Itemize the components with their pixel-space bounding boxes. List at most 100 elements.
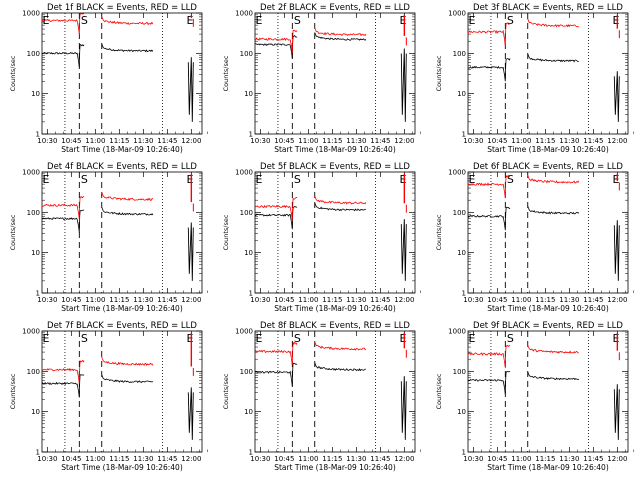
x-tick-label: 11:15 bbox=[322, 296, 342, 304]
series-lld-line bbox=[254, 340, 298, 366]
marker-e: E bbox=[400, 173, 407, 186]
x-tick-label: 12:00 bbox=[394, 455, 414, 463]
y-tick-label: 100 bbox=[453, 209, 466, 217]
y-tick-label: 1000 bbox=[235, 169, 253, 177]
plot-frame bbox=[467, 12, 629, 135]
series-lld-line bbox=[527, 344, 579, 354]
x-tick-label: 11:30 bbox=[346, 137, 366, 145]
series-events-line bbox=[527, 205, 580, 215]
series-events-spike bbox=[187, 57, 194, 122]
series-events-spike bbox=[400, 219, 407, 281]
x-tick-label: 11:00 bbox=[85, 137, 105, 145]
marker-s: S bbox=[81, 173, 88, 186]
x-tick-label: 10:45 bbox=[274, 137, 294, 145]
y-tick-label: 10 bbox=[31, 90, 40, 98]
plot-frame bbox=[41, 12, 203, 135]
panel-title: Det 3f BLACK = Events, RED = LLD bbox=[473, 3, 623, 13]
series-lld-line bbox=[314, 27, 367, 37]
x-tick-label: 11:45 bbox=[157, 455, 177, 463]
series-events-line bbox=[41, 374, 85, 398]
x-tick-label: 11:00 bbox=[511, 455, 531, 463]
x-tick-label: 10:45 bbox=[487, 296, 507, 304]
x-tick-label: 10:45 bbox=[61, 296, 81, 304]
y-tick-label: 1000 bbox=[235, 10, 253, 18]
plot-frame bbox=[254, 330, 416, 453]
y-tick-label: 10 bbox=[31, 249, 40, 257]
x-tick-label: 11:45 bbox=[157, 296, 177, 304]
series-events-line bbox=[101, 43, 154, 53]
series-lld-line bbox=[314, 341, 366, 351]
x-tick-label: 11:00 bbox=[298, 455, 318, 463]
x-tick-label: 11:45 bbox=[583, 137, 603, 145]
marker-e: E bbox=[400, 14, 407, 27]
y-tick-label: 100 bbox=[27, 368, 40, 376]
y-tick-label: 1000 bbox=[22, 169, 40, 177]
series-events-line bbox=[314, 32, 367, 41]
y-tick-label: 1 bbox=[36, 131, 40, 139]
marker-s: S bbox=[507, 332, 514, 345]
x-tick-label: 11:00 bbox=[298, 296, 318, 304]
x-tick-label: 10:30 bbox=[463, 137, 483, 145]
plot-frame bbox=[41, 171, 203, 294]
x-tick-label: 11:45 bbox=[370, 296, 390, 304]
x-tick-label: 12:00 bbox=[607, 296, 627, 304]
series-lld-line bbox=[467, 22, 511, 46]
series-lld-line bbox=[101, 16, 154, 26]
y-axis-label: Counts/sec bbox=[9, 373, 17, 409]
series-events-line bbox=[101, 206, 154, 216]
x-tick-label: 10:45 bbox=[274, 455, 294, 463]
y-tick-label: 1000 bbox=[448, 328, 466, 336]
panel-det-9: Det 9f BLACK = Events, RED = LLD 1 10 100 10… bbox=[435, 321, 634, 472]
x-axis-label: Start Time (18-Mar-09 10:26:40) bbox=[487, 304, 609, 313]
series-events-line bbox=[467, 371, 511, 395]
series-events-line bbox=[467, 58, 511, 82]
marker-s: S bbox=[81, 14, 88, 27]
y-tick-label: 100 bbox=[240, 368, 253, 376]
plot-frame bbox=[467, 171, 629, 294]
series-events-line bbox=[41, 43, 85, 68]
y-axis-label: Counts/sec bbox=[435, 214, 443, 250]
panel-title: Det 5f BLACK = Events, RED = LLD bbox=[260, 162, 410, 172]
x-tick-label: 10:30 bbox=[463, 455, 483, 463]
marker-e: E bbox=[187, 14, 194, 27]
marker-e: E bbox=[43, 14, 50, 27]
series-lld-line bbox=[101, 192, 154, 201]
y-tick-label: 1 bbox=[36, 290, 40, 298]
x-tick-label: 10:30 bbox=[37, 455, 57, 463]
series-events-line bbox=[527, 371, 580, 381]
y-axis-label: Counts/sec bbox=[9, 214, 17, 250]
y-tick-label: 10 bbox=[244, 408, 253, 416]
x-tick-label: 11:00 bbox=[85, 455, 105, 463]
x-tick-label: 10:45 bbox=[274, 296, 294, 304]
x-axis-label: Start Time (18-Mar-09 10:26:40) bbox=[274, 463, 396, 472]
series-lld-line bbox=[255, 29, 298, 54]
panel-det-6: Det 6f BLACK = Events, RED = LLD 1 10 100 10… bbox=[435, 162, 634, 313]
series-events-spike bbox=[187, 222, 194, 281]
panel-det-7: Det 7f BLACK = Events, RED = LLD 1 10 100 10… bbox=[9, 321, 208, 472]
series-lld-line bbox=[314, 195, 367, 205]
y-tick-label: 10 bbox=[244, 90, 253, 98]
x-tick-label: 11:45 bbox=[157, 137, 177, 145]
panel-title: Det 4f BLACK = Events, RED = LLD bbox=[47, 162, 197, 172]
y-tick-label: 1000 bbox=[22, 10, 40, 18]
x-axis-label: Start Time (18-Mar-09 10:26:40) bbox=[61, 145, 183, 154]
series-events-spike bbox=[400, 376, 407, 440]
x-tick-label: 11:30 bbox=[346, 296, 366, 304]
marker-s: S bbox=[294, 332, 301, 345]
y-axis-label: Counts/sec bbox=[222, 214, 230, 250]
panel-det-5: Det 5f BLACK = Events, RED = LLD 1 10 100 10… bbox=[222, 162, 421, 313]
x-tick-label: 11:15 bbox=[322, 137, 342, 145]
x-tick-label: 11:15 bbox=[535, 296, 555, 304]
series-events-spike bbox=[400, 48, 407, 122]
x-tick-label: 10:30 bbox=[37, 296, 57, 304]
x-axis-label: Start Time (18-Mar-09 10:26:40) bbox=[487, 463, 609, 472]
plot-frame bbox=[254, 12, 416, 135]
y-tick-label: 1 bbox=[249, 449, 253, 457]
y-tick-label: 1000 bbox=[22, 328, 40, 336]
marker-s: S bbox=[294, 14, 301, 27]
marker-e: E bbox=[613, 173, 620, 186]
y-axis-label: Counts/sec bbox=[435, 373, 443, 409]
marker-e: E bbox=[187, 173, 194, 186]
y-tick-label: 10 bbox=[457, 249, 466, 257]
marker-s: S bbox=[294, 173, 301, 186]
